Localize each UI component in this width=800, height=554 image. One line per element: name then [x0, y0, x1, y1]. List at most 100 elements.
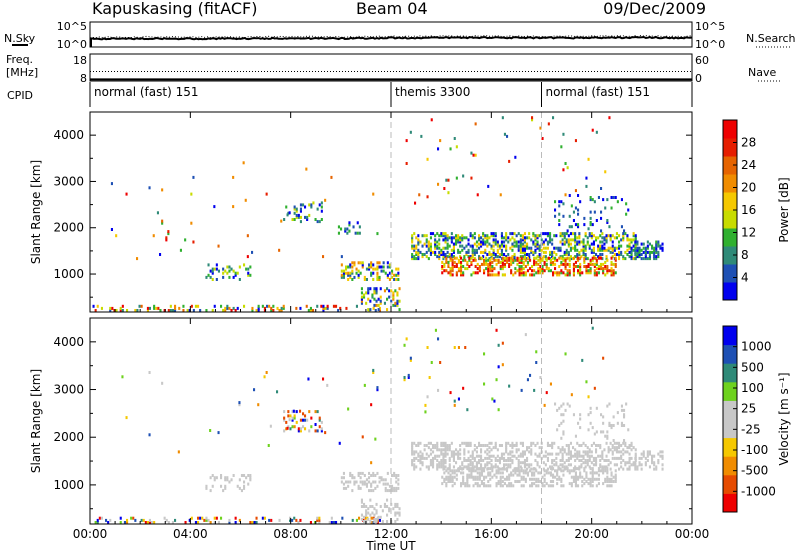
- velocity-cell: [369, 505, 372, 508]
- power-colorbar-swatch: [723, 138, 737, 157]
- velocity-cell: [440, 444, 443, 447]
- velocity-cell: [613, 456, 616, 460]
- power-cell: [597, 267, 600, 271]
- power-cell: [561, 238, 564, 242]
- power-cell: [434, 234, 437, 238]
- velocity-cell: [379, 505, 382, 508]
- velocity-cell: [603, 459, 606, 462]
- velocity-cell: [509, 459, 512, 462]
- power-cell: [109, 306, 112, 310]
- velocity-cell: [538, 446, 541, 450]
- velocity-cell: [411, 446, 414, 450]
- power-cell: [460, 271, 463, 275]
- velocity-cell: [220, 474, 223, 477]
- power-cell: [568, 271, 571, 275]
- velocity-cell: [174, 518, 177, 522]
- power-cell: [115, 309, 118, 312]
- velocity-cell: [588, 450, 591, 454]
- velocity-cell: [478, 477, 481, 481]
- velocity-cell: [372, 368, 375, 372]
- power-cell: [475, 240, 478, 244]
- velocity-cell: [634, 456, 637, 460]
- velocity-cell: [601, 452, 604, 456]
- power-cell: [213, 304, 216, 308]
- noise-left-tick-top: 10^5: [57, 20, 87, 33]
- power-cell: [372, 263, 375, 267]
- velocity-cell: [437, 337, 440, 341]
- velocity-cell: [562, 402, 565, 406]
- velocity-cell: [304, 427, 307, 431]
- power-cell: [363, 295, 366, 299]
- velocity-cell: [602, 482, 605, 486]
- power-cell: [634, 248, 637, 252]
- velocity-cell: [585, 380, 588, 384]
- power-cell: [508, 256, 511, 260]
- power-cell: [521, 238, 524, 242]
- velocity-cell: [430, 361, 433, 364]
- power-cell: [363, 293, 366, 297]
- power-cell: [436, 232, 439, 236]
- power-colorbar-swatch: [723, 156, 737, 175]
- power-cell: [344, 227, 347, 231]
- power-cell: [455, 271, 458, 275]
- velocity-cell: [478, 475, 481, 479]
- velocity-ylabel: Slant Range [km]: [29, 369, 43, 473]
- velocity-cell: [497, 467, 500, 471]
- power-cell: [232, 306, 235, 310]
- velocity-cell: [365, 511, 368, 515]
- velocity-cell: [595, 444, 598, 447]
- power-cell: [597, 255, 600, 259]
- velocity-cell: [510, 484, 513, 488]
- power-cell: [349, 263, 352, 267]
- velocity-cell: [568, 469, 571, 473]
- velocity-cell: [501, 475, 504, 479]
- power-cell: [411, 240, 414, 244]
- power-cell: [609, 250, 612, 254]
- power-cell: [386, 261, 389, 265]
- power-cell: [352, 225, 355, 229]
- power-cell: [559, 234, 562, 238]
- power-cell: [228, 269, 231, 273]
- power-cell: [330, 175, 333, 179]
- power-cell: [521, 242, 524, 246]
- power-cell: [599, 240, 602, 244]
- power-cell: [612, 262, 615, 266]
- power-cell: [392, 303, 395, 307]
- power-cell: [574, 240, 577, 244]
- power-cell: [440, 232, 443, 236]
- power-cell: [516, 256, 519, 260]
- velocity-cell: [620, 404, 623, 408]
- power-cell: [584, 244, 587, 248]
- power-cell: [450, 253, 453, 256]
- power-cell: [515, 242, 518, 246]
- velocity-cell: [512, 473, 515, 477]
- velocity-cell: [657, 461, 660, 465]
- power-cell: [558, 256, 561, 260]
- velocity-cell: [310, 425, 313, 429]
- power-cell: [622, 238, 625, 242]
- velocity-cell: [293, 414, 296, 418]
- power-cell: [595, 257, 598, 261]
- power-cell: [464, 258, 467, 262]
- power-cell: [155, 306, 158, 310]
- power-cell: [391, 269, 394, 273]
- power-cell: [523, 240, 526, 244]
- velocity-cell: [349, 474, 352, 477]
- velocity-cell: [370, 484, 373, 488]
- power-cell: [466, 260, 469, 264]
- power-cell: [365, 267, 368, 271]
- velocity-cell: [524, 480, 527, 483]
- velocity-cell: [98, 516, 101, 520]
- velocity-cell: [653, 463, 656, 467]
- velocity-cell: [398, 511, 401, 515]
- velocity-cell: [587, 477, 590, 481]
- power-cell: [136, 257, 139, 261]
- power-cell: [471, 236, 474, 240]
- power-cell: [190, 221, 193, 225]
- velocity-cell: [177, 450, 180, 454]
- velocity-cell: [562, 469, 565, 473]
- power-cell: [491, 267, 494, 271]
- velocity-cell: [563, 465, 566, 469]
- velocity-cell: [628, 446, 631, 450]
- velocity-cell: [470, 467, 473, 471]
